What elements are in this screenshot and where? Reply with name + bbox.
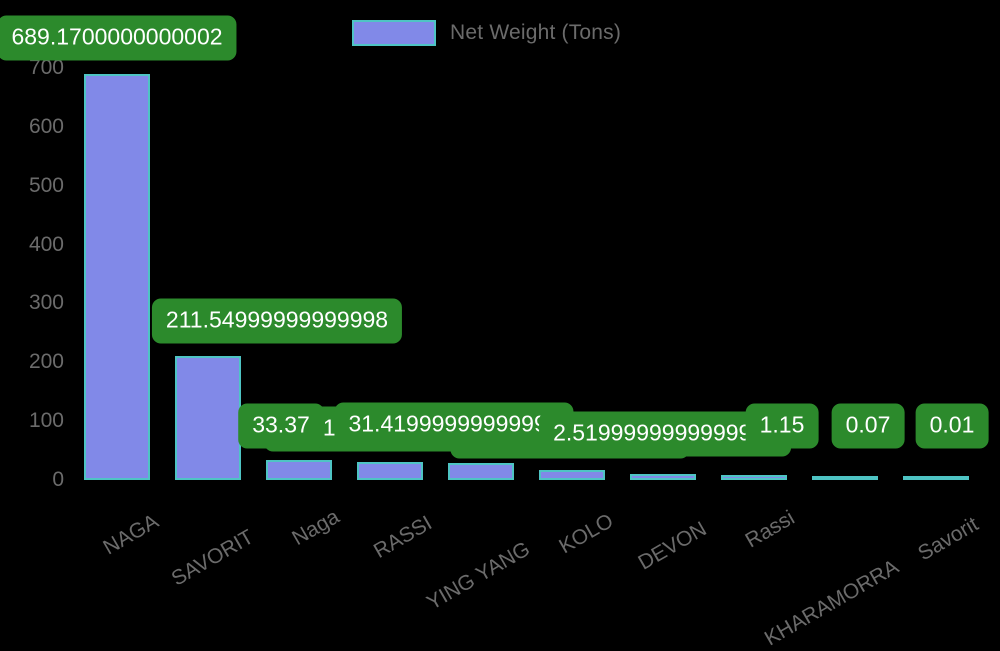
y-axis-tick: 300 — [28, 291, 64, 315]
x-axis-labels: NAGA SAVORIT Naga RASSI YING YANG KOLO D… — [78, 480, 990, 650]
bar-rassi-upper[interactable] — [357, 461, 423, 480]
bar-kharamorra[interactable] — [812, 476, 878, 480]
value-label-rassi-lower: 1.15 — [745, 403, 819, 449]
value-label-ying-yang: 31.41999999999998 — [334, 402, 574, 448]
x-axis-label-rassi-lower: Rassi — [741, 506, 799, 553]
bar-naga-lower[interactable] — [266, 460, 332, 480]
legend-item-label[interactable]: Net Weight (Tons) — [450, 21, 622, 44]
value-label-naga-lower: 33.37 — [238, 403, 324, 449]
value-label-kharamorra: 0.07 — [831, 403, 905, 449]
y-axis-tick: 700 — [28, 56, 64, 79]
y-axis-tick: 600 — [28, 114, 64, 138]
y-axis-tick: 400 — [28, 232, 64, 256]
bar-savorit-lower[interactable] — [903, 476, 969, 480]
x-axis-label-naga: NAGA — [99, 509, 163, 560]
bar-devon[interactable] — [630, 474, 696, 480]
bar-ying-yang[interactable] — [448, 463, 514, 480]
y-axis-tick: 500 — [28, 173, 64, 197]
x-axis-label-naga-lower: Naga — [288, 505, 344, 551]
plot-area: 0 100 200 300 400 500 600 700 689.170000… — [0, 15, 990, 491]
x-axis-label-devon: DEVON — [634, 517, 711, 575]
y-axis-tick: 0 — [52, 468, 64, 491]
value-label-savorit-lower: 0.01 — [915, 403, 989, 449]
value-label-savorit-upper: 211.54999999999998 — [151, 298, 403, 344]
bar-savorit-upper[interactable] — [175, 355, 241, 480]
bar-naga[interactable] — [84, 74, 150, 480]
x-axis-label-rassi-upper: RASSI — [369, 511, 436, 563]
bar-chart: Net Weight (Tons) 0 100 200 300 400 500 … — [0, 15, 990, 651]
y-axis-tick: 200 — [28, 350, 64, 374]
bar-rassi-lower[interactable] — [721, 475, 787, 480]
chart-legend[interactable]: Net Weight (Tons) — [352, 18, 621, 48]
x-axis-label-savorit-upper: SAVORIT — [167, 525, 258, 591]
x-axis-label-savorit-lower: Savorit — [914, 512, 983, 566]
legend-swatch-icon — [352, 20, 436, 46]
value-label-naga: 689.1700000000002 — [0, 15, 237, 61]
x-axis-label-ying-yang: YING YANG — [422, 537, 534, 615]
y-axis-tick: 100 — [28, 409, 64, 433]
x-axis-label-kolo: KOLO — [555, 509, 618, 559]
bar-kolo[interactable] — [539, 470, 605, 480]
x-axis-label-kharamorra: KHARAMORRA — [760, 555, 903, 651]
